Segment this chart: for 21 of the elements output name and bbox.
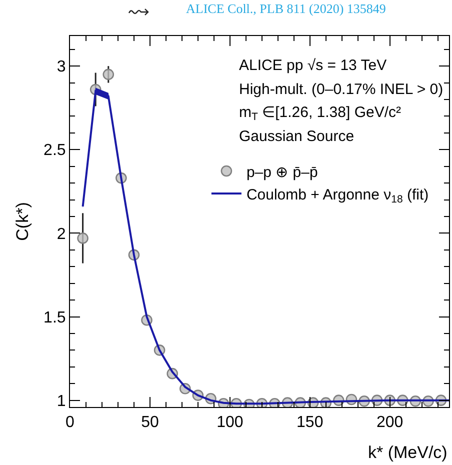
annotation: m$_{T}$ ∈[1.26, 1.38] GeV/c²	[239, 104, 401, 124]
y-tick-label: 1.5	[44, 309, 66, 326]
legend-label: Coulomb + Argonne ν$_{18}$ (fit)	[246, 186, 429, 206]
x-tick-label: 200	[376, 414, 404, 432]
point	[77, 232, 88, 244]
annotation: ALICE pp √s = 13 TeV	[239, 57, 387, 74]
point	[102, 68, 114, 80]
x-tick-label: 0	[66, 414, 75, 432]
y-tick-label: 1	[56, 392, 66, 410]
legend-label: p–p ⊕ p̄–p̄	[246, 164, 318, 181]
y-axis-title: C(k*)	[13, 202, 32, 241]
y-tick-label: 2.5	[44, 142, 66, 160]
y-tick-label: 3	[56, 58, 66, 76]
annotation: Gaussian Source	[239, 128, 354, 145]
text: ALICE Coll., PLB 811 (2020) 135849	[186, 1, 386, 16]
x-tick-label: 150	[296, 414, 324, 432]
x-tick-label: 50	[141, 414, 159, 432]
x-axis-title: k* (MeV/c)	[368, 443, 448, 462]
annotation: High-mult. (0–0.17% INEL > 0)	[239, 81, 444, 98]
y-tick-label: 2	[56, 226, 66, 243]
x-tick-label: 100	[216, 414, 244, 432]
